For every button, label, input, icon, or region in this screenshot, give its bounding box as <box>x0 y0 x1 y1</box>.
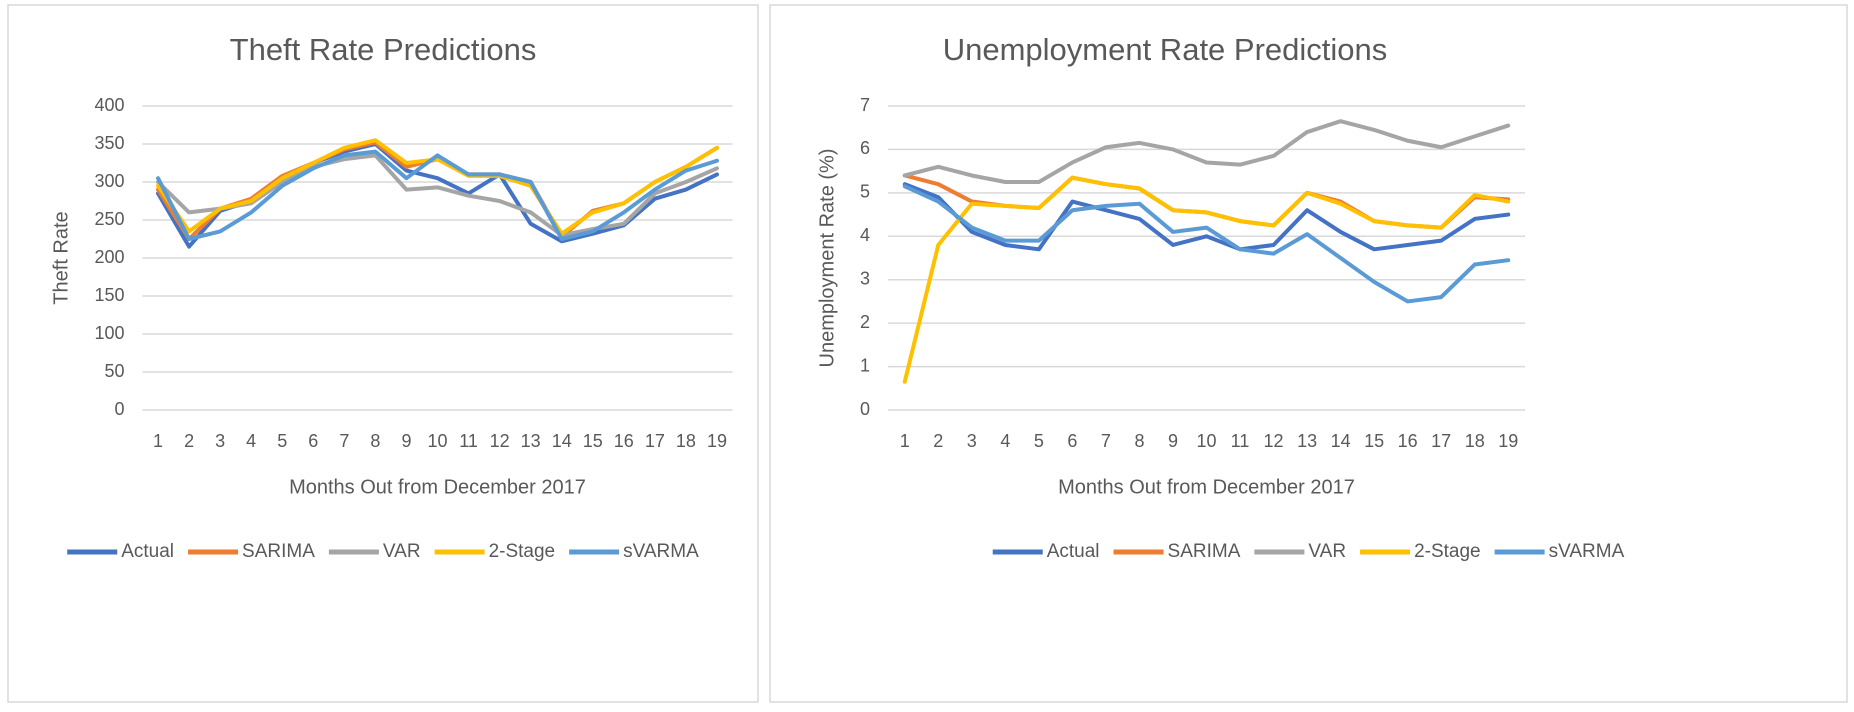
series-line <box>156 138 719 236</box>
x-tick-label: 5 <box>277 431 287 451</box>
y-tick-label: 0 <box>860 399 870 419</box>
x-tick-label: 6 <box>308 431 318 451</box>
x-tick-label: 15 <box>1364 431 1384 451</box>
x-tick-label: 9 <box>1168 431 1178 451</box>
y-tick-label: 400 <box>94 95 124 115</box>
x-tick-label: 2 <box>933 431 943 451</box>
legend: Actual SARIMA VAR 2-Stage sVARMA <box>67 541 699 562</box>
legend-label: VAR <box>1308 541 1346 562</box>
x-tick-label: 3 <box>967 431 977 451</box>
x-tick-label: 3 <box>215 431 225 451</box>
x-tick-label: 5 <box>1034 431 1044 451</box>
x-tick-label: 13 <box>1297 431 1317 451</box>
x-tick-label: 12 <box>490 431 510 451</box>
y-tick-label: 350 <box>94 133 124 153</box>
x-tick-label: 17 <box>1431 431 1451 451</box>
x-axis-label: Months Out from December 2017 <box>1058 476 1355 498</box>
x-tick-label: 4 <box>246 431 256 451</box>
y-tick-label: 3 <box>860 268 870 288</box>
x-tick-label: 1 <box>153 431 163 451</box>
x-tick-label: 19 <box>1498 431 1518 451</box>
y-tick-label: 1 <box>860 355 870 375</box>
legend-label: VAR <box>383 541 421 562</box>
y-tick-label: 4 <box>860 225 870 245</box>
y-tick-label: 0 <box>114 399 124 419</box>
y-tick-label: 250 <box>94 209 124 229</box>
y-tick-label: 6 <box>860 138 870 158</box>
x-tick-label: 10 <box>427 431 447 451</box>
x-tick-label: 12 <box>1264 431 1284 451</box>
y-tick-label: 300 <box>94 171 124 191</box>
x-tick-label: 7 <box>1101 431 1111 451</box>
legend-label: SARIMA <box>242 541 315 562</box>
x-tick-label: 16 <box>1398 431 1418 451</box>
x-tick-label: 2 <box>184 431 194 451</box>
legend-label: SARIMA <box>1168 541 1241 562</box>
x-tick-label: 11 <box>1231 431 1250 451</box>
series-line <box>156 153 719 238</box>
x-tick-label: 14 <box>1331 431 1351 451</box>
x-tick-label: 19 <box>707 431 727 451</box>
x-tick-label: 1 <box>900 431 910 451</box>
x-tick-label: 13 <box>521 431 541 451</box>
x-tick-label: 11 <box>459 431 478 451</box>
legend: Actual SARIMA VAR 2-Stage sVARMA <box>992 541 1625 562</box>
x-tick-label: 17 <box>645 431 665 451</box>
series-line <box>902 175 1511 384</box>
x-tick-label: 18 <box>676 431 696 451</box>
x-tick-label: 18 <box>1465 431 1485 451</box>
chart-title: Unemployment Rate Predictions <box>943 32 1388 67</box>
legend-label: Actual <box>1047 541 1100 562</box>
series-line <box>902 119 1511 184</box>
x-tick-label: 16 <box>614 431 634 451</box>
y-axis-label: Theft Rate <box>50 211 72 304</box>
legend-label: sVARMA <box>1549 541 1625 562</box>
chart-title: Theft Rate Predictions <box>230 32 537 67</box>
series-line <box>156 149 719 241</box>
panel-border <box>7 4 759 703</box>
series-line <box>902 184 1511 304</box>
y-tick-label: 50 <box>104 361 124 381</box>
x-tick-label: 8 <box>1134 431 1144 451</box>
x-tick-label: 7 <box>339 431 349 451</box>
legend-label: 2-Stage <box>1414 541 1481 562</box>
x-tick-label: 15 <box>583 431 603 451</box>
x-tick-label: 8 <box>370 431 380 451</box>
legend-label: sVARMA <box>623 541 699 562</box>
x-tick-label: 4 <box>1000 431 1010 451</box>
x-axis-label: Months Out from December 2017 <box>289 476 586 498</box>
x-tick-label: 14 <box>552 431 572 451</box>
panel-border <box>769 4 1848 703</box>
y-tick-label: 100 <box>94 323 124 343</box>
x-tick-label: 10 <box>1196 431 1216 451</box>
series-line <box>902 182 1511 252</box>
x-tick-label: 9 <box>401 431 411 451</box>
x-tick-label: 6 <box>1067 431 1077 451</box>
y-tick-label: 150 <box>94 285 124 305</box>
legend-label: 2-Stage <box>489 541 556 562</box>
y-tick-label: 7 <box>860 95 870 115</box>
legend-label: Actual <box>121 541 174 562</box>
y-tick-label: 5 <box>860 182 870 202</box>
y-axis-label: Unemployment Rate (%) <box>816 149 838 368</box>
y-tick-label: 2 <box>860 312 870 332</box>
y-tick-label: 200 <box>94 247 124 267</box>
